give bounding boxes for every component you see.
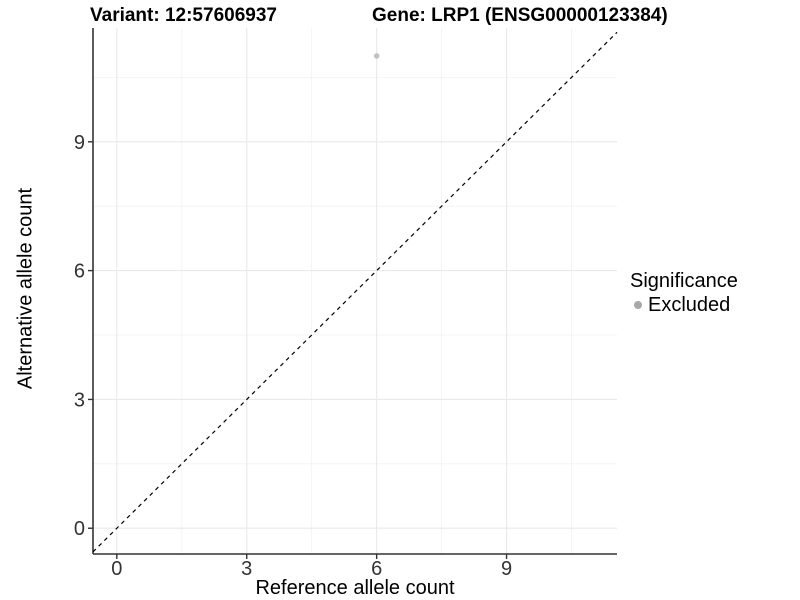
x-tick-label: 6 (371, 558, 382, 580)
y-tick-label: 3 (74, 389, 85, 411)
x-tick-label: 3 (241, 558, 252, 580)
x-axis-label: Reference allele count (255, 577, 455, 599)
legend-item-label: Excluded (648, 293, 731, 316)
y-tick-label: 0 (74, 518, 85, 540)
y-axis-label: Alternative allele count (14, 187, 37, 390)
variant-title: Variant: 12:57606937 (90, 5, 277, 26)
diagonal-reference-line (92, 31, 618, 553)
data-point (373, 53, 380, 59)
legend-title: Significance (630, 270, 738, 292)
y-tick-label: 9 (74, 132, 85, 154)
x-tick-label: 0 (111, 558, 122, 580)
y-tick-label: 6 (74, 261, 85, 283)
excluded-point-icon (634, 301, 642, 309)
gene-title: Gene: LRP1 (ENSG00000123384) (372, 5, 668, 26)
legend: Significance Excluded (628, 269, 738, 317)
legend-item-excluded: Excluded (628, 293, 738, 317)
x-tick-label: 9 (501, 558, 512, 580)
